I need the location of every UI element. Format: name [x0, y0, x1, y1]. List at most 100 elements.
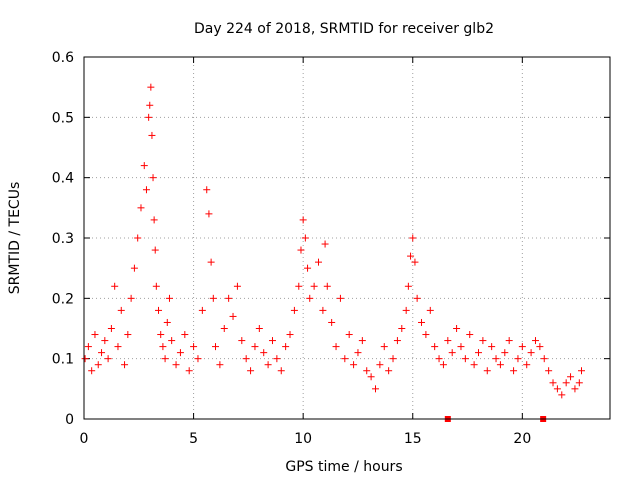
- data-point: [553, 385, 561, 393]
- y-tick-label: 0.3: [52, 231, 74, 247]
- data-point: [422, 331, 430, 339]
- data-point: [273, 355, 281, 363]
- data-point: [492, 355, 500, 363]
- data-point: [435, 355, 443, 363]
- data-point: [157, 331, 165, 339]
- data-point: [264, 361, 272, 369]
- y-tick-label: 0.6: [52, 50, 74, 66]
- data-point: [558, 391, 566, 399]
- data-point: [531, 337, 539, 345]
- data-point: [411, 258, 419, 266]
- data-point: [176, 349, 184, 357]
- data-point: [407, 252, 415, 260]
- data-point: [510, 367, 518, 375]
- data-point: [345, 331, 353, 339]
- chart-title: Day 224 of 2018, SRMTID for receiver glb…: [194, 21, 494, 37]
- data-point: [319, 306, 327, 314]
- data-point: [453, 325, 461, 332]
- data-point: [205, 210, 213, 218]
- data-point: [117, 306, 125, 314]
- data-point: [150, 216, 158, 224]
- data-point: [304, 264, 312, 272]
- data-point: [251, 343, 259, 351]
- data-point: [341, 355, 349, 363]
- x-tick-labels: 0 5 10 15 20: [80, 431, 532, 447]
- data-point: [448, 349, 456, 357]
- data-point: [297, 246, 305, 254]
- data-point: [567, 373, 575, 381]
- data-point: [163, 318, 171, 326]
- data-point: [380, 343, 388, 351]
- data-point: [461, 355, 469, 363]
- data-point: [527, 349, 535, 357]
- data-point: [328, 318, 336, 326]
- x-tick-label: 0: [80, 431, 89, 447]
- data-point: [393, 337, 401, 345]
- data-point: [286, 331, 294, 339]
- data-point: [466, 331, 474, 339]
- data-point: [190, 343, 198, 351]
- data-point: [225, 294, 233, 302]
- data-point: [523, 361, 531, 369]
- data-point: [282, 343, 290, 351]
- data-point: [98, 349, 106, 357]
- data-point: [212, 343, 219, 351]
- data-point: [376, 361, 384, 369]
- data-point: [151, 246, 159, 254]
- data-point: [146, 101, 154, 109]
- data-point: [385, 367, 393, 375]
- data-point: [142, 186, 150, 194]
- data-point: [475, 349, 482, 357]
- data-point: [483, 367, 491, 375]
- data-point: [332, 343, 340, 351]
- data-point: [168, 337, 176, 345]
- data-point: [444, 337, 452, 345]
- data-points: [81, 83, 586, 422]
- data-point: [575, 379, 583, 387]
- data-point: [398, 325, 406, 332]
- data-point: [88, 367, 96, 375]
- data-point: [185, 367, 193, 375]
- data-point: [134, 234, 142, 242]
- data-point: [216, 361, 224, 369]
- data-point: [84, 343, 92, 351]
- data-point: [111, 282, 119, 290]
- data-point: [255, 325, 263, 332]
- data-point: [124, 331, 132, 339]
- data-point: [545, 367, 553, 375]
- axis-ticks: [83, 56, 610, 420]
- data-point: [229, 312, 237, 320]
- data-point: [518, 343, 526, 351]
- data-point: [91, 331, 99, 339]
- data-point: [290, 306, 298, 314]
- data-point: [209, 294, 217, 302]
- data-point: [363, 367, 371, 375]
- data-point: [306, 294, 314, 302]
- data-point: [488, 343, 496, 351]
- data-point: [220, 325, 228, 332]
- y-tick-label: 0.4: [52, 171, 74, 187]
- data-point: [540, 355, 548, 363]
- y-axis-title: SRMTID / TECUs: [7, 182, 23, 295]
- data-point: [404, 282, 412, 290]
- x-tick-label: 5: [189, 431, 198, 447]
- data-point: [114, 343, 122, 351]
- data-point: [301, 234, 309, 242]
- data-point: [165, 294, 173, 302]
- data-point: [94, 361, 102, 369]
- data-point: [536, 343, 544, 351]
- data-point: [315, 258, 323, 266]
- y-tick-label: 0: [65, 412, 74, 428]
- data-point: [152, 282, 160, 290]
- data-point: [149, 174, 157, 182]
- data-point: [336, 294, 344, 302]
- data-point: [562, 379, 570, 387]
- data-point: [354, 349, 362, 357]
- data-point: [426, 306, 434, 314]
- data-point: [140, 162, 148, 170]
- data-point: [194, 355, 202, 363]
- x-tick-label: 15: [404, 431, 422, 447]
- data-point: [350, 361, 358, 369]
- data-point: [81, 355, 89, 363]
